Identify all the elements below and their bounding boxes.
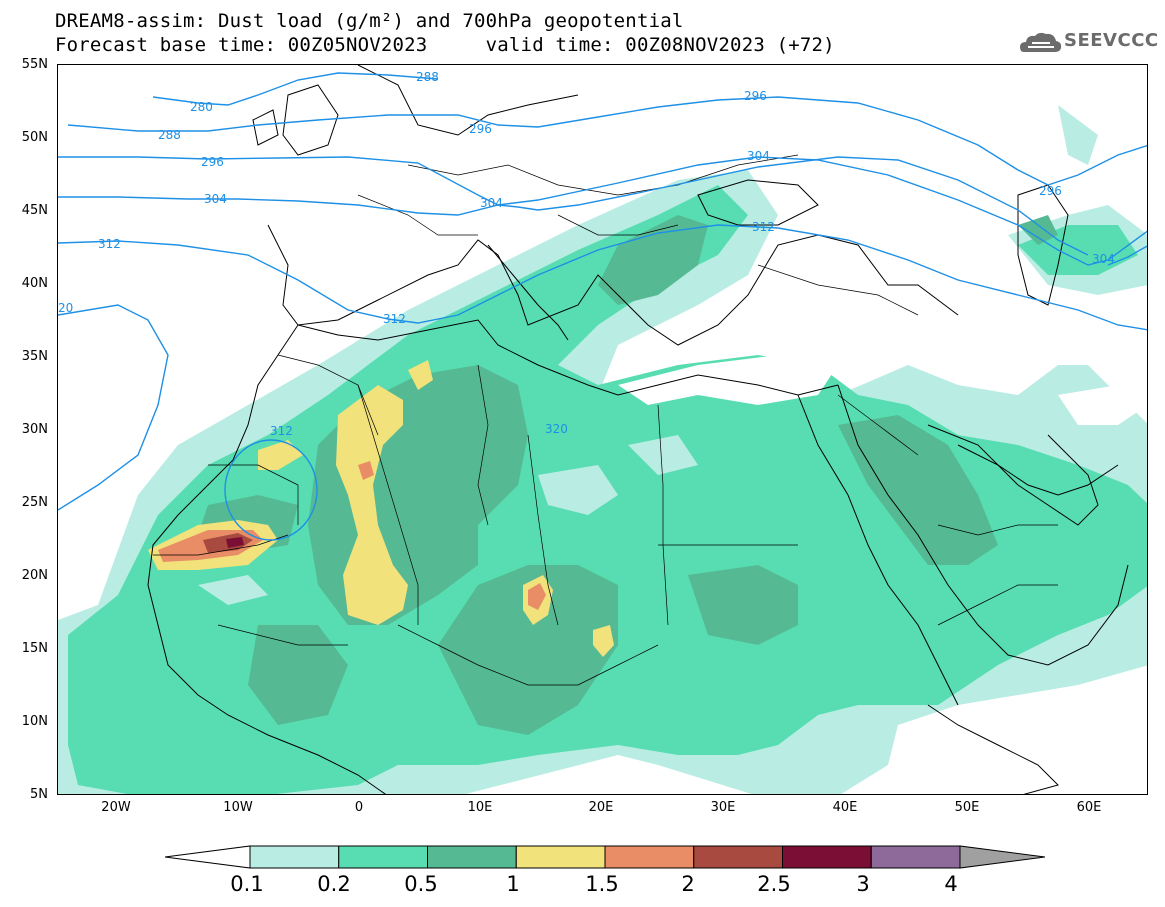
colorbar-label: 1.5 — [585, 872, 619, 896]
colorbar-box — [338, 845, 428, 869]
colorbar-over-triangle — [959, 845, 1045, 869]
lon-label: 60E — [1076, 800, 1102, 815]
contour-label: 312 — [270, 424, 293, 438]
dust-band-3 — [226, 537, 244, 548]
contour-label: 304 — [204, 192, 227, 206]
colorbar-label: 0.5 — [404, 872, 438, 896]
colorbar — [165, 845, 1045, 869]
contour-label: 304 — [480, 196, 503, 210]
lon-label: 20E — [588, 800, 614, 815]
colorbar-box — [782, 845, 872, 869]
colorbar-box — [515, 845, 606, 869]
colorbar-under-triangle — [165, 845, 251, 869]
lat-label: 15N — [21, 641, 48, 656]
lon-label: 10W — [223, 800, 253, 815]
logo-text: SEEVCCC — [1064, 30, 1159, 51]
contour-label: 296 — [744, 89, 767, 103]
chart-title: DREAM8-assim: Dust load (g/m²) and 700hP… — [55, 10, 684, 32]
lon-label: 40E — [832, 800, 858, 815]
contour-label: 288 — [158, 128, 181, 142]
colorbar-box — [870, 845, 961, 869]
dust-load-map: 280 288 288 296 296 296 296 304 304 304 … — [58, 65, 1147, 794]
geopotential-contours — [58, 72, 1147, 541]
colorbar-box — [249, 845, 340, 869]
lat-label: 30N — [21, 422, 48, 437]
contour-label: 320 — [545, 422, 568, 436]
dust-low-areas — [198, 355, 1147, 605]
map-panel: 280 288 288 296 296 296 296 304 304 304 … — [57, 64, 1148, 795]
colorbar-label: 3 — [856, 872, 870, 896]
lat-label: 35N — [21, 349, 48, 364]
contour-label: 304 — [747, 149, 770, 163]
cloud-logo-icon — [1020, 32, 1062, 52]
contour-labels: 280 288 288 296 296 296 296 304 304 304 … — [58, 70, 1115, 438]
colorbar-box — [604, 845, 695, 869]
colorbar-label: 2.5 — [757, 872, 791, 896]
contour-label: 20 — [58, 301, 73, 315]
lon-label: 50E — [954, 800, 980, 815]
lon-label: 10E — [467, 800, 493, 815]
lat-label: 10N — [21, 714, 48, 729]
colorbar-label: 2 — [681, 872, 695, 896]
lat-label: 20N — [21, 568, 48, 583]
lat-label: 45N — [21, 203, 48, 218]
contour-label: 304 — [1092, 252, 1115, 266]
colorbar-box — [693, 845, 783, 869]
lat-label: 25N — [21, 495, 48, 510]
colorbar-label: 0.2 — [317, 872, 351, 896]
lon-label: 20W — [101, 800, 131, 815]
lat-label: 40N — [21, 276, 48, 291]
colorbar-box — [427, 845, 517, 869]
contour-label: 312 — [752, 220, 775, 234]
contour-label: 312 — [383, 312, 406, 326]
contour-label: 296 — [469, 122, 492, 136]
colorbar-label: 4 — [944, 872, 958, 896]
lon-label: 0 — [354, 800, 364, 815]
colorbar-label: 0.1 — [230, 872, 264, 896]
contour-label: 296 — [201, 155, 224, 169]
lat-label: 50N — [21, 130, 48, 145]
colorbar-label: 1 — [506, 872, 520, 896]
contour-label: 288 — [416, 70, 439, 84]
lat-label: 55N — [21, 57, 48, 72]
contour-label: 280 — [190, 100, 213, 114]
lon-label: 30E — [710, 800, 736, 815]
chart-subtitle: Forecast base time: 00Z05NOV2023 valid t… — [55, 34, 835, 56]
contour-label: 296 — [1039, 184, 1062, 198]
contour-label: 312 — [98, 237, 121, 251]
lat-label: 5N — [30, 787, 48, 802]
